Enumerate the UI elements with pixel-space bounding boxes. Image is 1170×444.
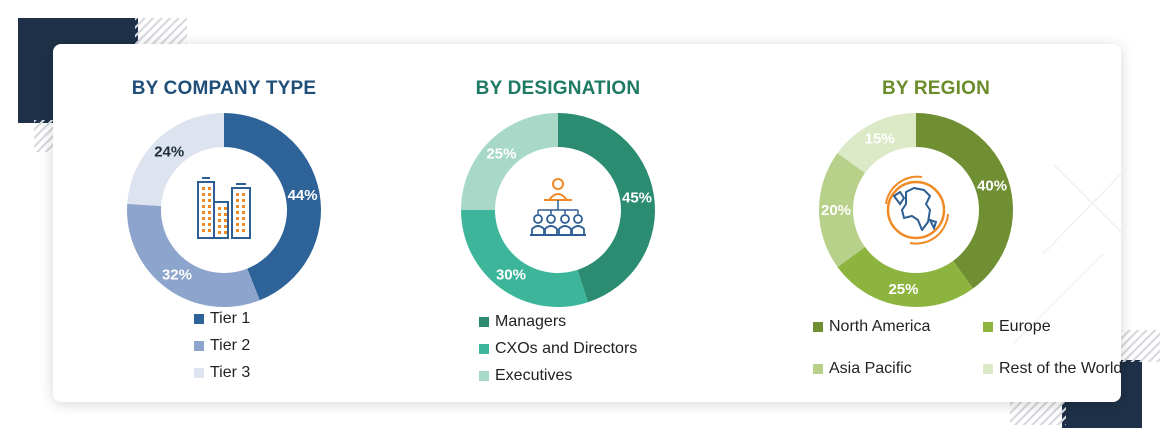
legend-item: Tier 2 bbox=[194, 337, 250, 355]
donut-slice-managers bbox=[558, 113, 655, 303]
slice-label: 24% bbox=[154, 144, 184, 161]
legend-swatch bbox=[983, 322, 993, 332]
legend-swatch bbox=[479, 344, 489, 354]
legend-item: Managers bbox=[479, 313, 566, 331]
legend-swatch bbox=[983, 364, 993, 374]
chart-card: BY COMPANY TYPE 44% 32% 24% Tier 1 Tier 2 Ti… bbox=[53, 44, 1121, 402]
team-hierarchy-icon bbox=[530, 178, 586, 236]
legend-item: Executives bbox=[479, 367, 572, 385]
legend-swatch bbox=[194, 314, 204, 324]
legend-item: Rest of the World bbox=[983, 360, 1121, 378]
legend-item: Tier 3 bbox=[194, 364, 250, 382]
legend-swatch bbox=[194, 368, 204, 378]
legend-swatch bbox=[479, 371, 489, 381]
legend-label: Asia Pacific bbox=[829, 360, 912, 377]
legend-item: North America bbox=[813, 318, 930, 336]
donut-chart-designation: 45% 30% 25% bbox=[461, 113, 655, 307]
slice-label: 25% bbox=[888, 281, 918, 298]
legend-label: Managers bbox=[495, 313, 567, 330]
slice-label: 20% bbox=[821, 202, 851, 219]
decor-hatch-top-left bbox=[135, 18, 187, 46]
donut-slice-rest-of-the-world bbox=[837, 113, 916, 173]
chart-title: BY REGION bbox=[881, 78, 991, 99]
donut-slice-executives bbox=[461, 113, 558, 210]
donut-slice-tier-1 bbox=[224, 113, 321, 301]
legend-label: Executives bbox=[495, 367, 573, 384]
panel-company-type: BY COMPANY TYPE 44% 32% 24% Tier 1 Tier 2 Ti… bbox=[83, 44, 365, 402]
legend-label: Europe bbox=[999, 318, 1051, 335]
legend-label: Tier 3 bbox=[210, 364, 251, 381]
legend-swatch bbox=[813, 322, 823, 332]
decor-hatch-right bbox=[1120, 330, 1160, 362]
slice-label: 15% bbox=[865, 131, 895, 148]
donut-slice-north-america bbox=[916, 113, 1013, 289]
slice-label: 32% bbox=[162, 267, 192, 284]
legend-swatch bbox=[479, 317, 489, 327]
donut-slice-cxos-and-directors bbox=[461, 210, 588, 307]
donut-slice-tier-2 bbox=[126, 203, 260, 307]
slice-label: 40% bbox=[977, 177, 1007, 194]
slice-label: 44% bbox=[288, 187, 318, 204]
donut-slice-tier-3 bbox=[127, 113, 224, 207]
slice-label: 30% bbox=[496, 267, 526, 284]
legend-label: North America bbox=[829, 318, 931, 335]
legend-swatch bbox=[813, 364, 823, 374]
card-background-lines bbox=[1012, 163, 1121, 345]
slice-label: 45% bbox=[622, 189, 652, 206]
chart-title: BY COMPANY TYPE bbox=[131, 78, 317, 99]
legend-label: Tier 1 bbox=[210, 310, 251, 327]
legend-swatch bbox=[194, 341, 204, 351]
donut-slice-asia-pacific bbox=[819, 152, 866, 268]
slice-label: 25% bbox=[486, 145, 516, 162]
buildings-icon bbox=[197, 177, 251, 239]
legend-item: Asia Pacific bbox=[813, 360, 912, 378]
panel-designation: BY DESIGNATION 45% 30% 25% Managers CXOs an… bbox=[413, 44, 703, 402]
globe-icon bbox=[885, 175, 949, 245]
legend-item: Tier 1 bbox=[194, 310, 250, 328]
legend-item: CXOs and Directors bbox=[479, 340, 637, 358]
donut-slice-europe bbox=[837, 247, 974, 307]
legend-label: Rest of the World bbox=[999, 360, 1121, 377]
donut-chart-region: 40% 25% 20% 15% bbox=[819, 113, 1013, 307]
donut-chart-company-type: 44% 32% 24% bbox=[126, 113, 321, 307]
legend-item: Europe bbox=[983, 318, 1051, 336]
chart-title: BY DESIGNATION bbox=[475, 78, 641, 99]
legend-label: CXOs and Directors bbox=[495, 340, 638, 357]
panel-region: BY REGION 40% 25% 20% 15% North America Euro… bbox=[751, 44, 1121, 402]
legend-label: Tier 2 bbox=[210, 337, 251, 354]
